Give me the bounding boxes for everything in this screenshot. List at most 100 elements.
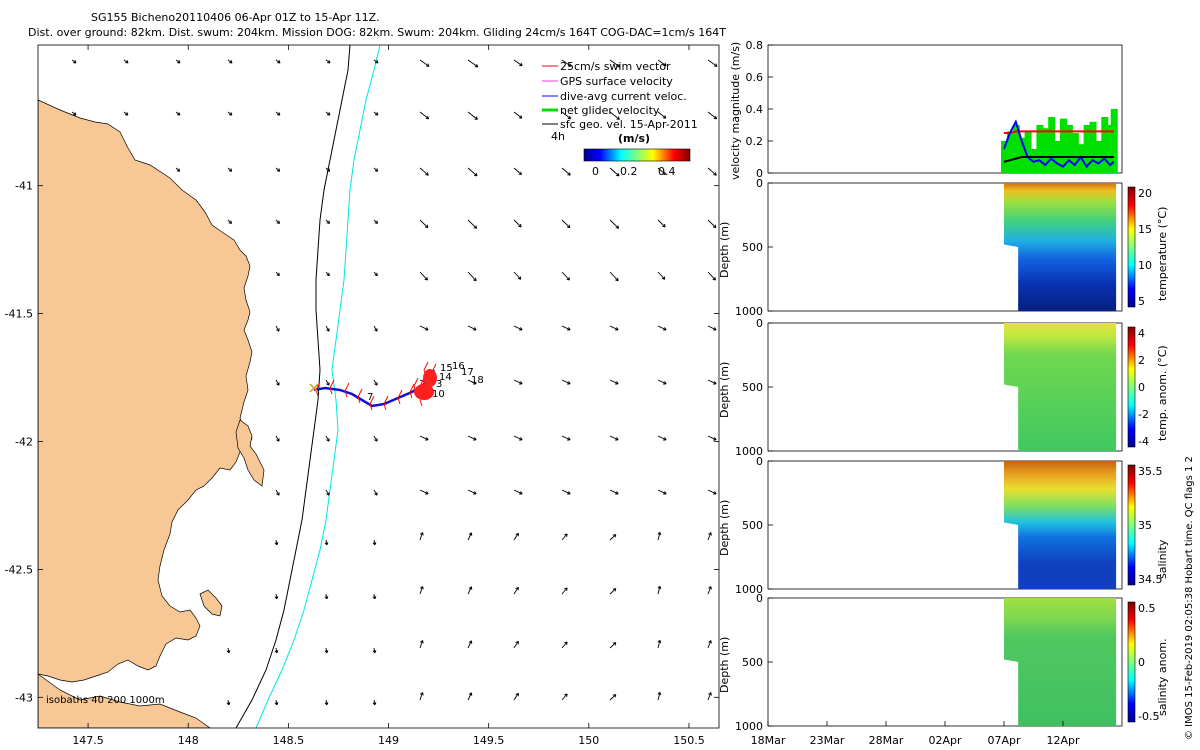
geo-velocity-arrow [275, 435, 280, 442]
geo-velocity-arrowhead [420, 586, 424, 590]
swim-vector [383, 395, 389, 405]
geo-velocity-arrow [609, 219, 619, 229]
geo-velocity-arrow [419, 325, 429, 331]
time-tick-label-4: 07Apr [987, 734, 1021, 747]
geo-velocity-arrowhead [326, 272, 330, 277]
geo-velocity-arrowhead [468, 692, 473, 696]
geo-velocity-arrowhead [374, 382, 378, 386]
geo-velocity-arrowhead [657, 691, 662, 696]
heatmap-ytick-label: 0 [756, 455, 763, 468]
geo-velocity-arrow [561, 111, 571, 120]
swim-vector [397, 389, 403, 399]
heatmap-data-field [1004, 461, 1117, 589]
geo-velocity-arrowhead [176, 112, 181, 116]
geo-velocity-arrowhead [566, 224, 571, 229]
heatmap-colorbar [1127, 464, 1136, 586]
net-glider-velocity-bar [1071, 133, 1079, 173]
geo-velocity-arrowhead [226, 649, 231, 654]
heatmap-colorbar-tick: 35.5 [1138, 465, 1163, 478]
geo-velocity-arrowhead [567, 381, 571, 385]
geo-velocity-arrowhead [657, 531, 662, 536]
geo-velocity-arrow [657, 271, 666, 280]
geo-velocity-arrow [373, 325, 378, 332]
geo-velocity-arrow [419, 435, 429, 441]
heatmap-colorbar-tick: 5 [1138, 295, 1145, 308]
geo-velocity-arrowhead [372, 701, 377, 706]
heatmap-colorbar [1127, 601, 1136, 723]
swim-vector-secondary [383, 403, 387, 411]
geo-velocity-arrow [513, 325, 523, 331]
geo-velocity-arrow [419, 59, 430, 67]
net-glider-velocity-bar [1001, 141, 1008, 173]
swim-vector-secondary [369, 403, 373, 411]
geo-velocity-arrow [707, 219, 717, 228]
freycinet-peninsula [235, 419, 265, 487]
heatmap-panel-2: 0 500 1000 Depth (m) -4 -2 0 2 4 temp. anom. (°C) [718, 317, 1169, 458]
geo-velocity-arrow [609, 642, 617, 649]
swim-vector-cluster [423, 369, 437, 387]
velocity-ytick-label-4: 0.8 [746, 39, 764, 52]
map-axis-ticks: 147.5 148 148.5 149 149.5 150 150.5-41-41.5-42… [5, 45, 719, 747]
geo-velocity-arrowhead [276, 438, 280, 442]
geo-velocity-arrowhead [712, 224, 717, 229]
dive-label-15: 15 [440, 363, 453, 374]
dive-label-10: 10 [432, 389, 445, 400]
geo-velocity-arrowhead [519, 327, 523, 331]
geo-velocity-arrow [707, 59, 718, 67]
heatmap-colorbar-label: temp. anom. (°C) [1156, 345, 1169, 441]
geo-velocity-arrow [561, 641, 568, 649]
velocity-series-line-0 [1004, 130, 1114, 134]
swim-vector-cluster [414, 384, 434, 400]
geo-velocity-arrowhead [515, 532, 519, 537]
heatmap-colorbar-tick: 0 [1138, 656, 1145, 669]
geo-velocity-arrow [373, 379, 378, 386]
geo-velocity-arrowhead [276, 220, 281, 224]
velocity-ylabel: velocity magnitude (m/s) [729, 42, 742, 180]
dive-label-16: 16 [452, 361, 465, 372]
swim-vector-secondary [329, 387, 333, 395]
net-glider-velocity-bar [1006, 131, 1014, 173]
geo-velocity-arrowhead [713, 63, 718, 67]
geo-velocity-arrow [513, 693, 519, 701]
net-glider-velocity-bar [1048, 117, 1056, 173]
net-glider-velocity-bar [1110, 109, 1118, 173]
geo-velocity-arrow [609, 167, 620, 177]
geo-velocity-arrow [467, 219, 477, 229]
geo-velocity-arrowhead [276, 382, 280, 386]
geo-velocity-arrowhead [228, 220, 233, 224]
geo-velocity-arrowhead [515, 586, 519, 591]
velocity-series-line-3 [1003, 156, 1114, 163]
geo-velocity-arrowhead [612, 694, 617, 698]
geo-velocity-arrow [275, 325, 280, 332]
net-glider-velocity-bar [1065, 125, 1073, 173]
geo-velocity-arrowhead [713, 327, 717, 331]
geo-velocity-arrowhead [519, 437, 523, 441]
heatmap-ytick-label: 1000 [735, 720, 763, 733]
geo-velocity-arrow [657, 435, 667, 441]
geo-velocity-arrow [657, 586, 661, 595]
velocity-magnitude-panel: 0 0.2 0.4 0.6 0.8 velocity magnitude (m/s) [729, 39, 1123, 180]
geo-velocity-arrowhead [425, 327, 429, 331]
geo-velocity-arrowhead [374, 438, 378, 442]
deployment-marker [309, 383, 319, 393]
geo-velocity-arrowhead [567, 172, 571, 176]
geo-velocity-arrowhead [425, 491, 429, 495]
geo-velocity-arrow [707, 271, 716, 281]
geo-velocity-arrow [609, 59, 621, 68]
swim-vector [315, 381, 321, 391]
geo-velocity-arrow [707, 379, 717, 385]
dive-label-14: 14 [439, 372, 452, 383]
lat-tick-label-2: -42 [15, 435, 33, 448]
geo-velocity-arrowhead [468, 640, 473, 644]
geo-velocity-arrow [419, 489, 429, 495]
geo-velocity-arrowhead [615, 277, 619, 282]
heatmap-panel-4: 0 500 1000 Depth (m) -0.5 0 0.5 salinity anom. [718, 592, 1169, 733]
geo-velocity-arrow [561, 379, 571, 385]
geo-velocity-arrow [513, 379, 523, 385]
lon-tick-label-0: 147.5 [72, 734, 104, 747]
geo-velocity-arrowhead [324, 649, 329, 654]
geo-velocity-arrow [609, 111, 620, 120]
speed-colorbar [583, 148, 691, 162]
geo-velocity-arrow [419, 219, 429, 228]
